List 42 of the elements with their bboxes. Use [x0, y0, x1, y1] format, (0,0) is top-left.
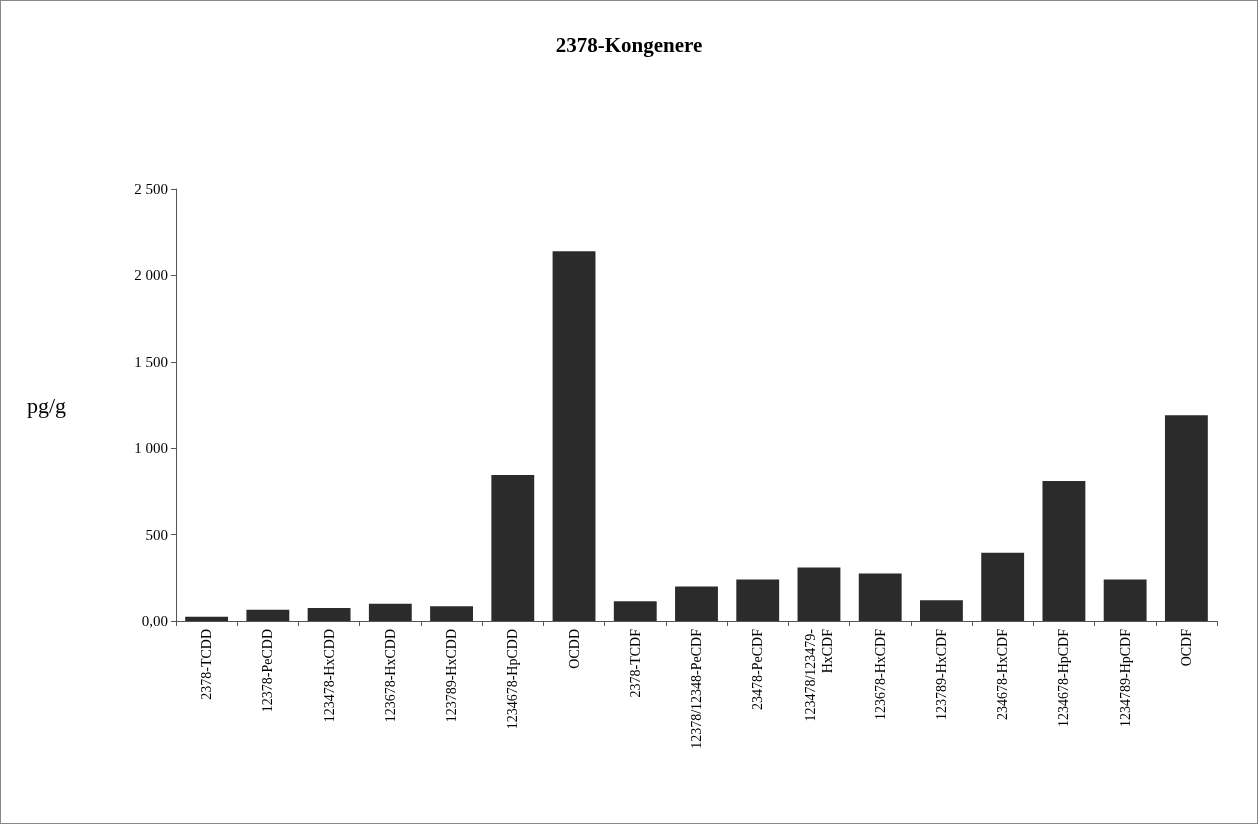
bar — [1103, 579, 1147, 621]
x-tick-label: 1234789-HpCDF — [1117, 628, 1133, 728]
x-tick-label: 123678-HxCDF — [872, 628, 888, 721]
y-tick-label: 0,00 — [141, 613, 168, 629]
x-tick-label: 234678-HxCDF — [995, 628, 1011, 721]
bar — [736, 579, 780, 621]
bar — [613, 601, 657, 621]
bar — [491, 474, 535, 621]
y-axis-title: pg/g — [26, 392, 66, 418]
bar — [797, 567, 841, 621]
y-tick-label: 500 — [145, 526, 168, 543]
bar — [430, 606, 473, 621]
bar — [552, 251, 596, 621]
bar — [675, 586, 718, 621]
x-tick-label: 123789-HxCDF — [933, 628, 949, 721]
bar — [858, 573, 902, 621]
bar — [981, 552, 1025, 621]
x-tick-label: OCDD — [566, 629, 582, 669]
x-tick-label: 23478-PeCDF — [750, 628, 766, 710]
x-tick-label: 123478/123479- HxCDF — [802, 628, 835, 722]
bar — [1164, 415, 1208, 621]
x-tick-label: OCDF — [1178, 628, 1194, 667]
x-tick-label: 123678-HxCDD — [382, 629, 398, 723]
y-tick-label: 1 000 — [134, 440, 168, 457]
x-tick-label: 12378/12348-PeCDF — [689, 628, 704, 749]
x-tick-label: 2378-TCDF — [627, 628, 643, 698]
bar — [368, 603, 412, 621]
y-tick-label: 2 500 — [134, 181, 168, 197]
bar — [246, 609, 290, 621]
x-tick-label: 1234678-HpCDD — [505, 629, 521, 730]
x-tick-label: 1234678-HpCDF — [1056, 628, 1072, 728]
x-tick-label: 12378-PeCDD — [260, 629, 276, 713]
y-tick-label: 2 000 — [134, 267, 168, 284]
x-tick-label: 123478-HxCDD — [321, 629, 337, 723]
chart-title: 2378-Kongenere — [555, 32, 703, 57]
bar — [920, 600, 963, 621]
y-tick-label: 1 500 — [134, 353, 168, 370]
bar — [185, 616, 229, 621]
bar — [1042, 481, 1086, 621]
bar — [307, 608, 351, 621]
x-tick-label: 2378-TCDD — [199, 629, 215, 700]
x-tick-label: 123789-HxCDD — [444, 629, 460, 723]
